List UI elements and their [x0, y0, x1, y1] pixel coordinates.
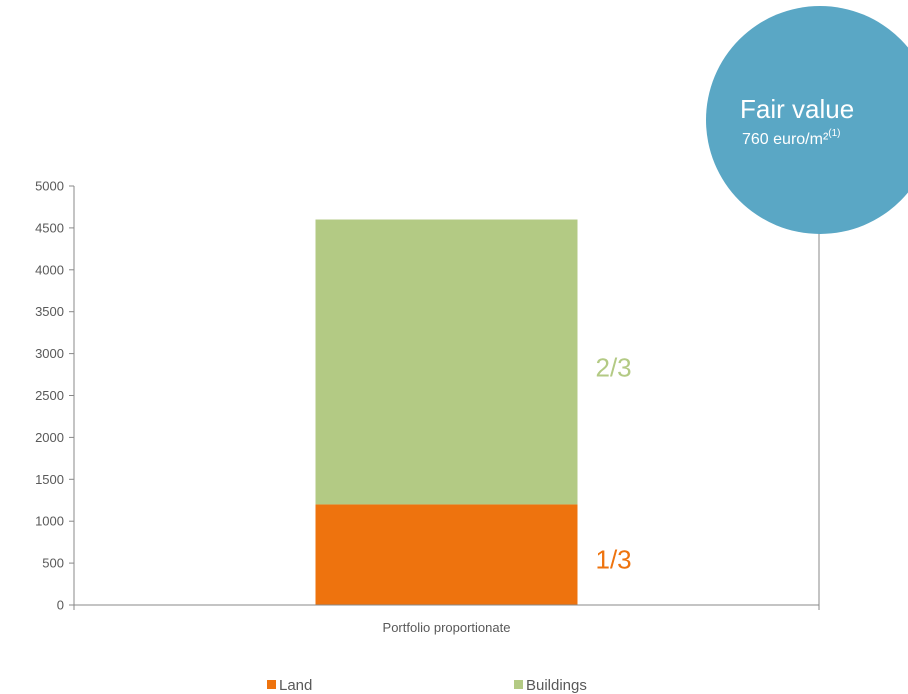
share-label-land: 1/3: [596, 545, 632, 575]
y-tick-label: 4500: [35, 220, 64, 235]
fair-value-subtitle: 760 euro/m²(1): [742, 128, 841, 149]
fair-value-badge: [706, 6, 908, 234]
y-tick-label: 5000: [35, 179, 64, 194]
y-tick-label: 2500: [35, 388, 64, 403]
fair-value-footnote: (1): [828, 128, 841, 139]
x-axis: Portfolio proportionate: [73, 232, 820, 635]
legend-swatch-land: [267, 680, 276, 689]
share-labels: 1/3 2/3: [596, 353, 632, 575]
y-tick-label: 500: [42, 556, 64, 571]
y-axis: 0 500 1000 1500 2000 2500 3000 3500 4000 4500 5000: [35, 179, 75, 613]
legend-swatch-buildings: [514, 680, 523, 689]
legend: Land Buildings: [267, 677, 587, 694]
category-label: Portfolio proportionate: [383, 620, 511, 635]
fair-value-title: Fair value: [740, 94, 855, 124]
bar-buildings: [315, 219, 578, 505]
y-tick-label: 1000: [35, 514, 64, 529]
share-label-buildings: 2/3: [596, 353, 632, 383]
y-tick-label: 3000: [35, 346, 64, 361]
y-tick-label: 0: [57, 598, 64, 613]
bar-land: [315, 504, 578, 605]
y-tick-label: 3500: [35, 304, 64, 319]
legend-label-land: Land: [279, 677, 312, 694]
y-tick-label: 2000: [35, 430, 64, 445]
y-tick-label: 4000: [35, 262, 64, 277]
legend-label-buildings: Buildings: [526, 677, 587, 694]
fair-value-amount: 760 euro/m²: [742, 131, 829, 148]
bars: [315, 219, 578, 605]
y-tick-label: 1500: [35, 472, 64, 487]
